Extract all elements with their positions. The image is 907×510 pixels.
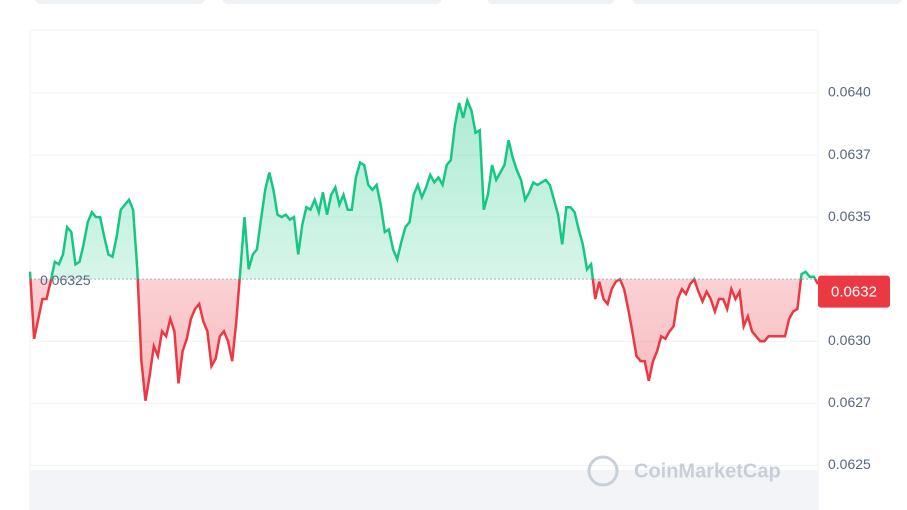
y-tick-label: 0.0625	[828, 456, 871, 472]
tab-button[interactable]	[222, 0, 442, 4]
y-tick-label: 0.0637	[828, 146, 871, 162]
y-tick-label: 0.0640	[828, 84, 871, 100]
price-line-down	[29, 279, 820, 402]
y-tick-label: 0.0630	[828, 332, 871, 348]
y-tick-label: 0.0627	[828, 394, 871, 410]
current-price-box	[818, 275, 890, 308]
watermark: CoinMarketCap	[634, 460, 781, 482]
tab-button[interactable]	[632, 0, 902, 4]
y-tick-label: 0.0635	[828, 208, 871, 224]
tab-button[interactable]	[487, 0, 615, 4]
watermark-logo	[587, 455, 619, 487]
area-down	[30, 279, 818, 401]
baseline-label: 0.06325	[40, 272, 91, 288]
tab-button[interactable]	[35, 0, 205, 4]
price-line-up	[28, 96, 817, 280]
area-up	[30, 100, 816, 280]
current-price-label: 0.0632	[831, 284, 877, 301]
volume-band	[30, 470, 818, 510]
